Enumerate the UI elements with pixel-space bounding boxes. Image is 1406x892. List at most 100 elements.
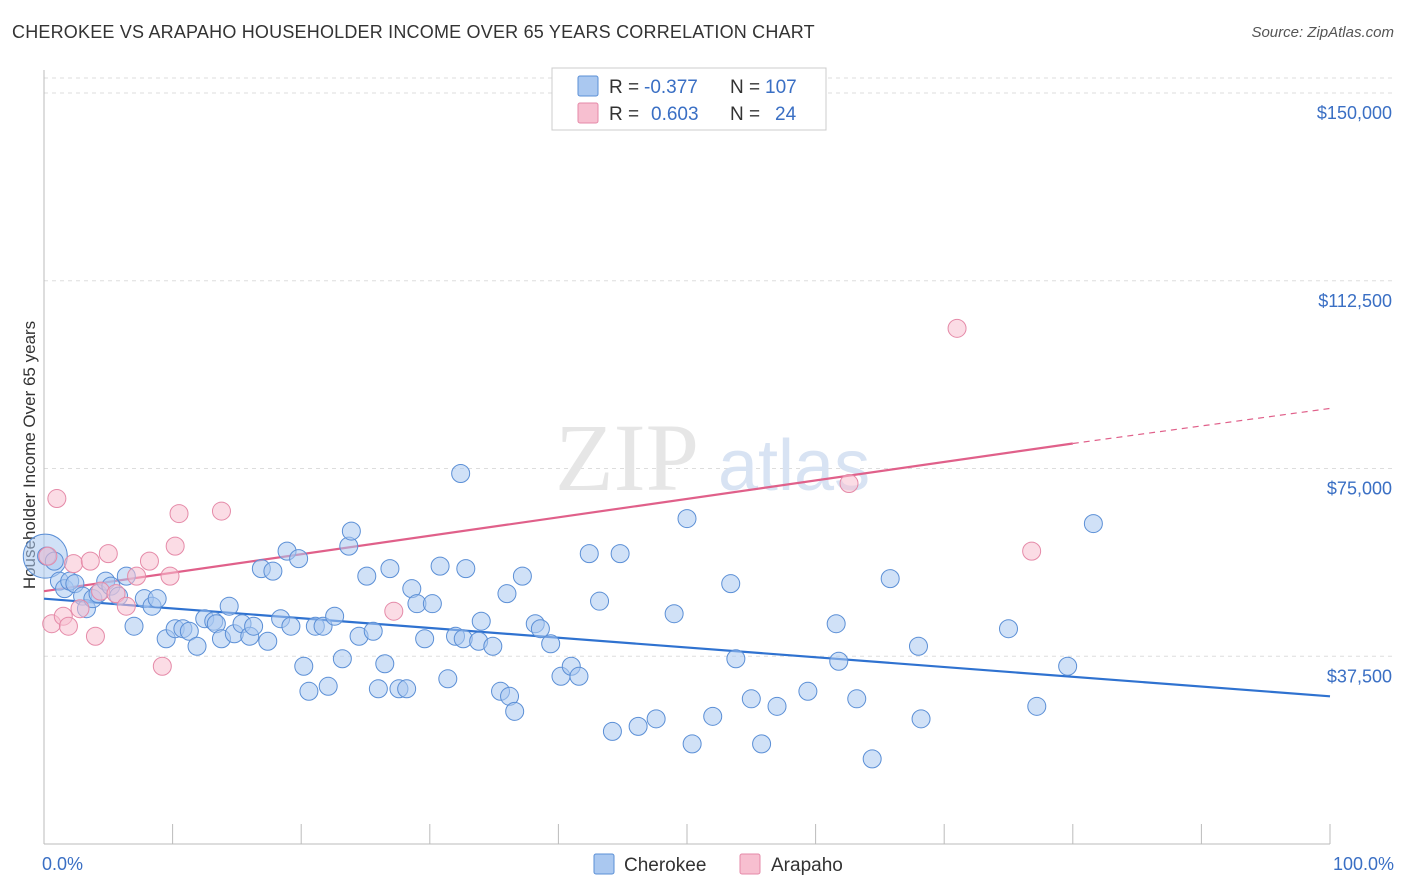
- y-tick-label: $150,000: [1317, 103, 1392, 123]
- cherokee-point: [451, 464, 471, 484]
- arapaho-point: [211, 501, 231, 521]
- legend-swatch-arapaho: [577, 102, 599, 124]
- cherokee-point: [397, 679, 417, 699]
- cherokee-point: [628, 716, 648, 736]
- cherokee-point: [179, 621, 199, 641]
- cherokee-point: [357, 566, 377, 586]
- axes: [43, 70, 1331, 845]
- y-tick-label: $75,000: [1327, 479, 1392, 499]
- y-tick-labels: $37,500 $75,000 $112,500 $150,000: [1317, 103, 1392, 686]
- cherokee-point: [497, 584, 517, 604]
- arapaho-point: [80, 551, 100, 571]
- cherokee-point: [219, 596, 239, 616]
- cherokee-point: [430, 556, 450, 576]
- cherokee-point: [415, 629, 435, 649]
- cherokee-point: [741, 689, 761, 709]
- cherokee-point: [721, 574, 741, 594]
- arapaho-point: [947, 318, 967, 338]
- cherokee-point: [726, 649, 746, 669]
- arapaho-point: [384, 601, 404, 621]
- legend-n-value-2: 24: [775, 104, 797, 125]
- series-legend-swatch-cherokee: [593, 853, 615, 875]
- watermark: ZIP atlas: [555, 404, 870, 511]
- cherokee-point: [380, 559, 400, 579]
- cherokee-point: [318, 676, 338, 696]
- cherokee-point: [294, 656, 314, 676]
- cherokee-point: [677, 509, 697, 529]
- cherokee-point: [767, 696, 787, 716]
- cherokee-point: [332, 649, 352, 669]
- cherokee-point: [541, 634, 561, 654]
- arapaho-point: [127, 566, 147, 586]
- arapaho-trend-extension: [1072, 407, 1331, 445]
- cherokee-point: [438, 669, 458, 689]
- grid-lines: [44, 77, 1392, 657]
- cherokee-point: [664, 604, 684, 624]
- cherokee-point: [862, 749, 882, 769]
- cherokee-point: [281, 616, 301, 636]
- y-axis-title: Householder Income Over 65 years: [20, 321, 39, 589]
- arapaho-point: [38, 546, 58, 566]
- cherokee-point: [847, 689, 867, 709]
- cherokee-point: [422, 594, 442, 614]
- arapaho-point: [70, 599, 90, 619]
- cherokee-point: [456, 559, 476, 579]
- legend-n-label-2: N =: [730, 104, 760, 125]
- arapaho-point: [139, 551, 159, 571]
- cherokee-point: [375, 654, 395, 674]
- cherokee-point: [1058, 656, 1078, 676]
- series-legend-arapaho: Arapaho: [771, 855, 843, 876]
- correlation-legend: R = -0.377 N = 107 R = 0.603 N = 24: [551, 67, 827, 131]
- cherokee-point: [880, 569, 900, 589]
- cherokee-point: [703, 706, 723, 726]
- cherokee-point: [798, 681, 818, 701]
- cherokee-point: [325, 606, 345, 626]
- cherokee-point: [579, 544, 599, 564]
- cherokee-point: [602, 721, 622, 741]
- source-label: Source: ZipAtlas.com: [1251, 24, 1394, 41]
- cherokee-point: [530, 619, 550, 639]
- x-tick-label: 100.0%: [1333, 854, 1394, 874]
- watermark-atlas: atlas: [718, 426, 870, 506]
- y-tick-label: $37,500: [1327, 666, 1392, 686]
- arapaho-point: [98, 544, 118, 564]
- cherokee-point: [289, 549, 309, 569]
- cherokee-point: [471, 611, 491, 631]
- legend-swatch-cherokee: [577, 75, 599, 97]
- legend-r-value-1: -0.377: [644, 77, 698, 98]
- cherokee-point: [752, 734, 772, 754]
- cherokee-point: [244, 616, 264, 636]
- legend-n-label-1: N =: [730, 77, 760, 98]
- cherokee-point: [363, 621, 383, 641]
- arapaho-point: [106, 584, 126, 604]
- cherokee-point: [505, 701, 525, 721]
- legend-r-value-2: 0.603: [651, 104, 699, 125]
- series-legend-cherokee: Cherokee: [624, 855, 706, 876]
- cherokee-point: [124, 616, 144, 636]
- cherokee-point: [341, 521, 361, 541]
- arapaho-point: [165, 536, 185, 556]
- y-tick-label: $112,500: [1318, 291, 1392, 311]
- arapaho-point: [160, 566, 180, 586]
- cherokee-point: [826, 614, 846, 634]
- cherokee-point: [829, 651, 849, 671]
- legend-n-value-1: 107: [765, 77, 797, 98]
- arapaho-point: [64, 554, 84, 574]
- arapaho-point: [1022, 541, 1042, 561]
- arapaho-point: [116, 596, 136, 616]
- arapaho-point: [58, 616, 78, 636]
- cherokee-point: [646, 709, 666, 729]
- arapaho-point: [85, 626, 105, 646]
- arapaho-point: [839, 474, 859, 494]
- series-legend: Cherokee Arapaho: [593, 853, 843, 876]
- cherokee-point: [368, 679, 388, 699]
- cherokee-point: [911, 709, 931, 729]
- chart-title: CHEROKEE VS ARAPAHO HOUSEHOLDER INCOME O…: [12, 22, 815, 42]
- arapaho-point: [47, 489, 67, 509]
- cherokee-point: [483, 636, 503, 656]
- cherokee-point: [999, 619, 1018, 639]
- trend-lines: [43, 407, 1331, 698]
- cherokee-point: [590, 591, 610, 611]
- cherokee-point: [610, 544, 630, 564]
